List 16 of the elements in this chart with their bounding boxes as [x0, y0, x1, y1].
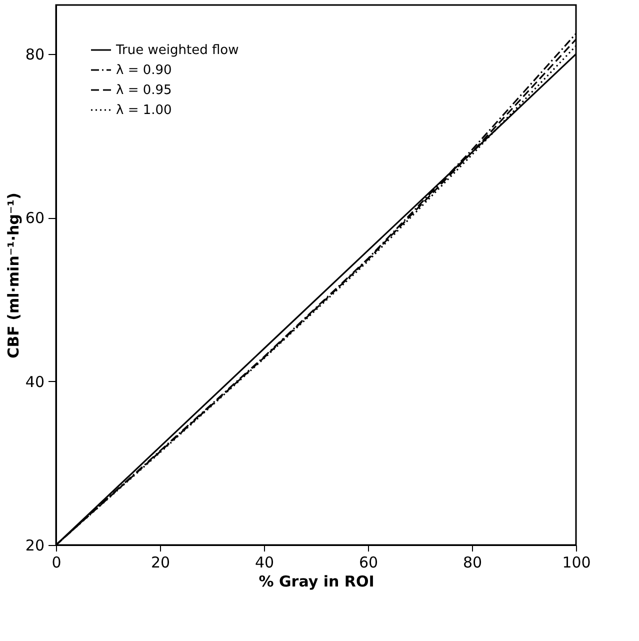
x-tick-label: 20 — [150, 554, 170, 572]
x-axis-title: % Gray in ROI — [258, 572, 374, 590]
legend-label: λ = 1.00 — [116, 103, 172, 118]
x-tick-label: 80 — [462, 554, 482, 572]
y-tick-label: 40 — [25, 372, 44, 391]
x-tick-label: 100 — [562, 554, 591, 572]
x-tick-label: 0 — [52, 554, 62, 572]
legend-label: λ = 0.95 — [116, 83, 172, 98]
x-tick-label: 60 — [358, 554, 378, 572]
y-tick-label: 20 — [25, 536, 44, 554]
y-tick-label: 60 — [25, 209, 44, 228]
x-tick-label: 40 — [254, 554, 274, 572]
y-tick-label: 80 — [25, 46, 44, 64]
legend-label: λ = 0.90 — [116, 63, 172, 78]
legend-label: True weighted flow — [115, 43, 240, 58]
y-axis-title: CBF (ml·min⁻¹·hg⁻¹) — [4, 192, 22, 358]
